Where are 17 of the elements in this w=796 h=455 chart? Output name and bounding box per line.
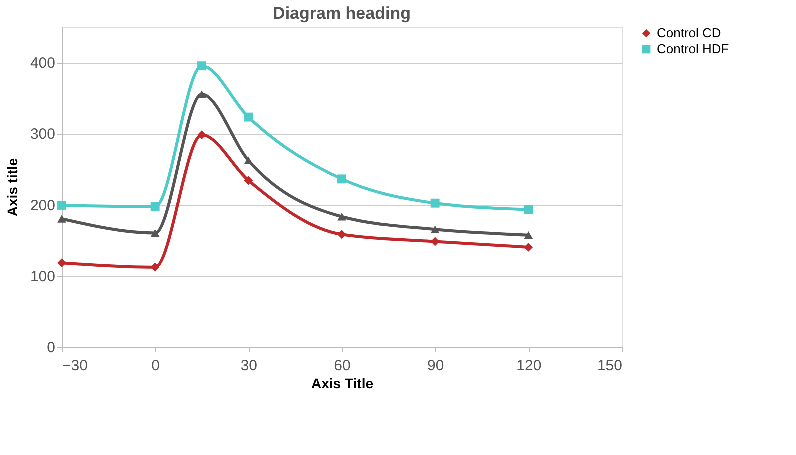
y-axis-title: Axis title	[4, 158, 20, 217]
x-tick-label: −30	[62, 358, 88, 374]
x-tick-label: 0	[152, 358, 160, 374]
y-tick-label: 0	[47, 340, 56, 356]
x-tick-label: 30	[240, 358, 258, 374]
x-tick-label: 60	[334, 358, 351, 374]
x-tick-label: 120	[516, 358, 542, 374]
y-tick-label: 100	[30, 268, 56, 286]
y-tick-label: 400	[30, 55, 56, 72]
x-tick-label: 150	[597, 358, 622, 374]
y-tick-label: 300	[30, 126, 56, 144]
x-axis-title: Axis Title	[312, 376, 374, 392]
y-tick-label: 200	[30, 197, 56, 214]
legend-label: Control HDF	[657, 42, 730, 56]
legend-label: Control CD	[657, 26, 722, 40]
x-tick-label: 90	[427, 358, 444, 374]
chart-title: Diagram heading	[273, 4, 411, 23]
